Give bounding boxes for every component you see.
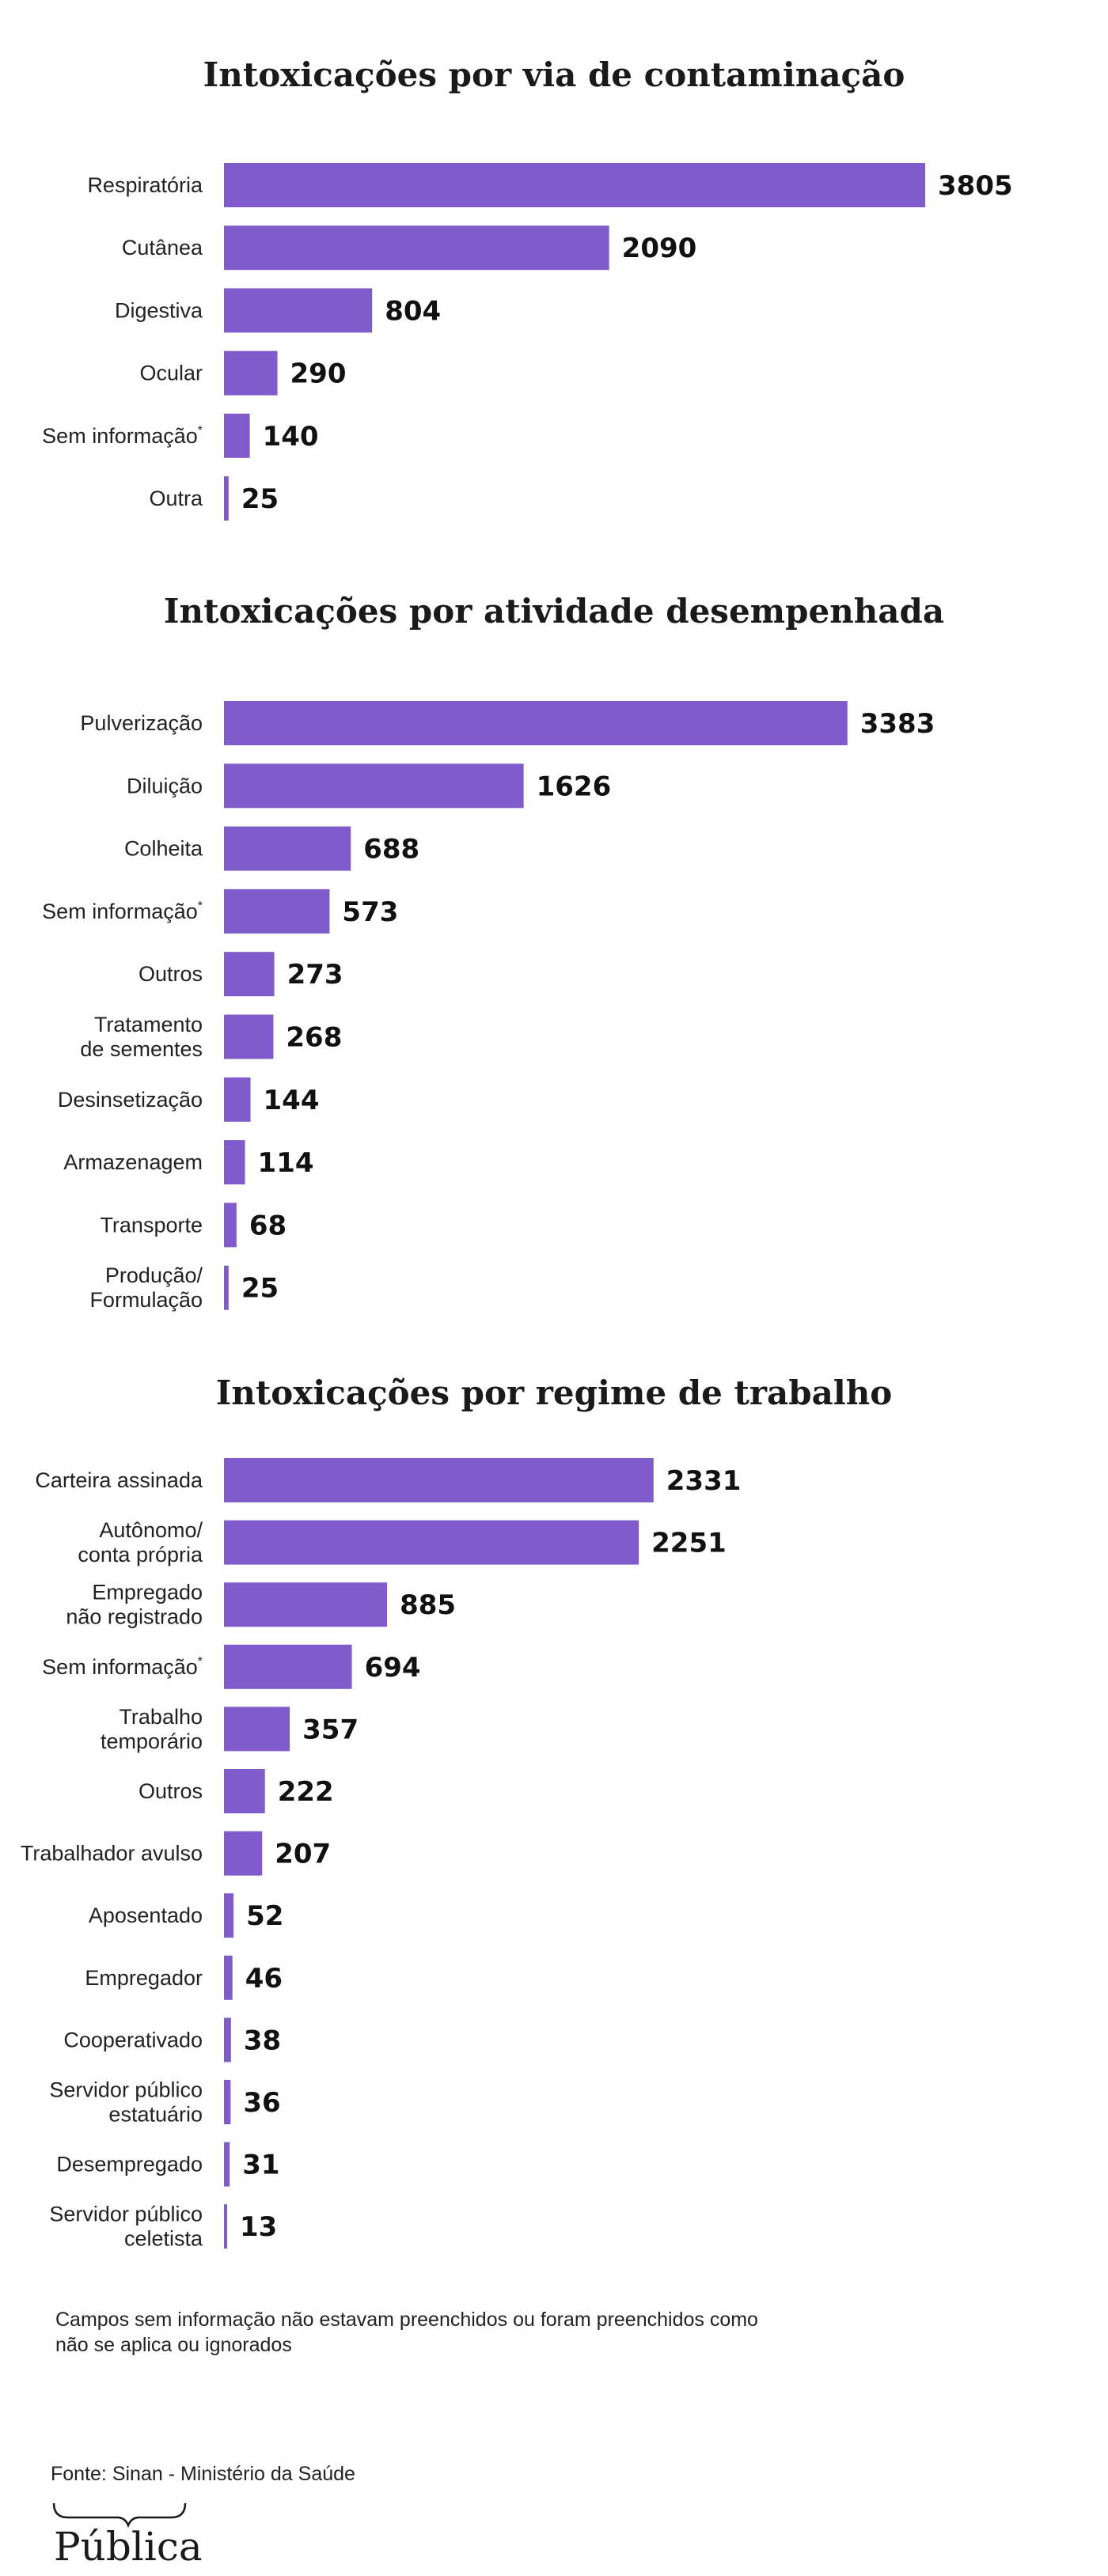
bar [224, 2080, 231, 2124]
category-label: Aposentado [89, 1904, 203, 1927]
value-label: 13 [240, 2211, 277, 2243]
logo-bracket-icon [52, 2502, 187, 2529]
bar [224, 701, 848, 745]
category-label: Empregador [85, 1966, 203, 1990]
category-label: Servidor público estatuário [49, 2078, 203, 2127]
bar [224, 826, 351, 871]
bar [224, 2204, 227, 2249]
category-label: Armazenagem [63, 1150, 203, 1174]
bar [224, 1520, 639, 1565]
publica-logo: Pública [51, 2500, 209, 2571]
value-label: 207 [275, 1839, 331, 1870]
logo-wordmark: Pública [54, 2524, 203, 2570]
value-label: 688 [363, 834, 419, 866]
category-label: Produção/Formulação [89, 1263, 203, 1312]
bar [224, 1582, 388, 1627]
value-label: 2251 [651, 1528, 727, 1559]
value-label: 25 [241, 483, 279, 515]
bar [224, 225, 609, 271]
bar [224, 1769, 265, 1813]
value-label: 804 [385, 295, 441, 327]
value-label: 573 [342, 896, 398, 928]
category-label: Respiratória [87, 173, 203, 197]
bar [224, 2017, 231, 2063]
value-label: 38 [244, 2025, 281, 2056]
bar [224, 1644, 352, 1689]
bar [224, 2142, 230, 2187]
category-label: Trabalho temporário [101, 1705, 203, 1753]
bar [224, 1831, 263, 1876]
value-label: 31 [242, 2150, 279, 2181]
value-label: 68 [249, 1210, 286, 1241]
category-label: Servidor público celetista [49, 2203, 203, 2251]
value-label: 273 [287, 959, 343, 991]
bar [224, 1707, 290, 1752]
bar-chart-via-contaminacao: Respiratória 3805 Cutânea 2090 Digestiva 804 O… [42, 163, 1013, 521]
value-label: 694 [365, 1652, 421, 1684]
chart-title: Intoxicações por atividade desempenhada [163, 592, 945, 631]
value-label: 2331 [666, 1465, 742, 1497]
bar [224, 763, 524, 809]
value-label: 357 [302, 1714, 359, 1745]
category-label: Autônomo/conta própria [78, 1518, 203, 1566]
bar [224, 952, 275, 997]
category-label: Digestiva [115, 298, 203, 322]
category-label: Outros [138, 1779, 203, 1803]
category-label: Desinsetização [58, 1088, 203, 1112]
bar [224, 1014, 274, 1059]
bar-chart-atividade: Pulverização 3383 Diluição 1626 Colheita 688 S… [42, 701, 935, 1312]
bar [224, 350, 278, 396]
category-label: Sem informação* [42, 900, 203, 923]
bar [224, 413, 250, 458]
footnote: Campos sem informação não estavam preenc… [55, 2309, 758, 2356]
category-label: Sem informação* [42, 1655, 203, 1679]
value-label: 268 [286, 1022, 342, 1054]
source-note: Fonte: Sinan - Ministério da Saúde [51, 2463, 355, 2485]
value-label: 1626 [537, 771, 612, 802]
bar [224, 1893, 234, 1938]
bar [224, 1140, 245, 1185]
category-label: Tratamento de sementes [80, 1013, 203, 1061]
category-label: Trabalhador avulso [21, 1842, 203, 1866]
bar [224, 163, 925, 207]
category-label: Sem informação* [42, 424, 203, 448]
value-label: 3805 [938, 170, 1013, 202]
category-label: Empregado não registrado [66, 1581, 203, 1629]
category-label: Outros [138, 962, 203, 986]
bar-chart-regime: Carteira assinada 2331 Autônomo/conta próp… [21, 1458, 742, 2251]
bar [224, 476, 229, 521]
chart-title: Intoxicações por via de contaminação [203, 55, 905, 94]
category-label: Carteira assinada [35, 1468, 203, 1492]
category-label: Cutânea [122, 236, 203, 259]
category-label: Colheita [124, 837, 203, 861]
bar [224, 1458, 654, 1502]
value-label: 2090 [622, 233, 697, 264]
value-label: 144 [264, 1085, 320, 1116]
category-label: Outra [149, 487, 203, 510]
bar [224, 288, 373, 333]
bar [224, 1265, 229, 1310]
value-label: 25 [241, 1273, 279, 1305]
bar [224, 1203, 237, 1248]
value-label: 114 [258, 1147, 314, 1179]
category-label: Desempregado [56, 2153, 203, 2176]
category-label: Transporte [100, 1213, 203, 1237]
value-label: 36 [243, 2087, 280, 2119]
chart-title: Intoxicações por regime de trabalho [215, 1373, 893, 1412]
value-label: 140 [263, 421, 319, 453]
value-label: 52 [246, 1900, 283, 1932]
bar [224, 1955, 233, 2000]
bar [224, 888, 330, 934]
value-label: 885 [400, 1589, 456, 1621]
category-label: Ocular [139, 362, 203, 385]
value-label: 222 [278, 1776, 334, 1808]
value-label: 46 [245, 1963, 283, 1995]
bar [224, 1077, 251, 1122]
value-label: 290 [290, 358, 347, 390]
category-label: Cooperativado [63, 2028, 203, 2051]
category-label: Pulverização [80, 711, 203, 735]
category-label: Diluição [127, 774, 203, 797]
value-label: 3383 [860, 708, 935, 740]
